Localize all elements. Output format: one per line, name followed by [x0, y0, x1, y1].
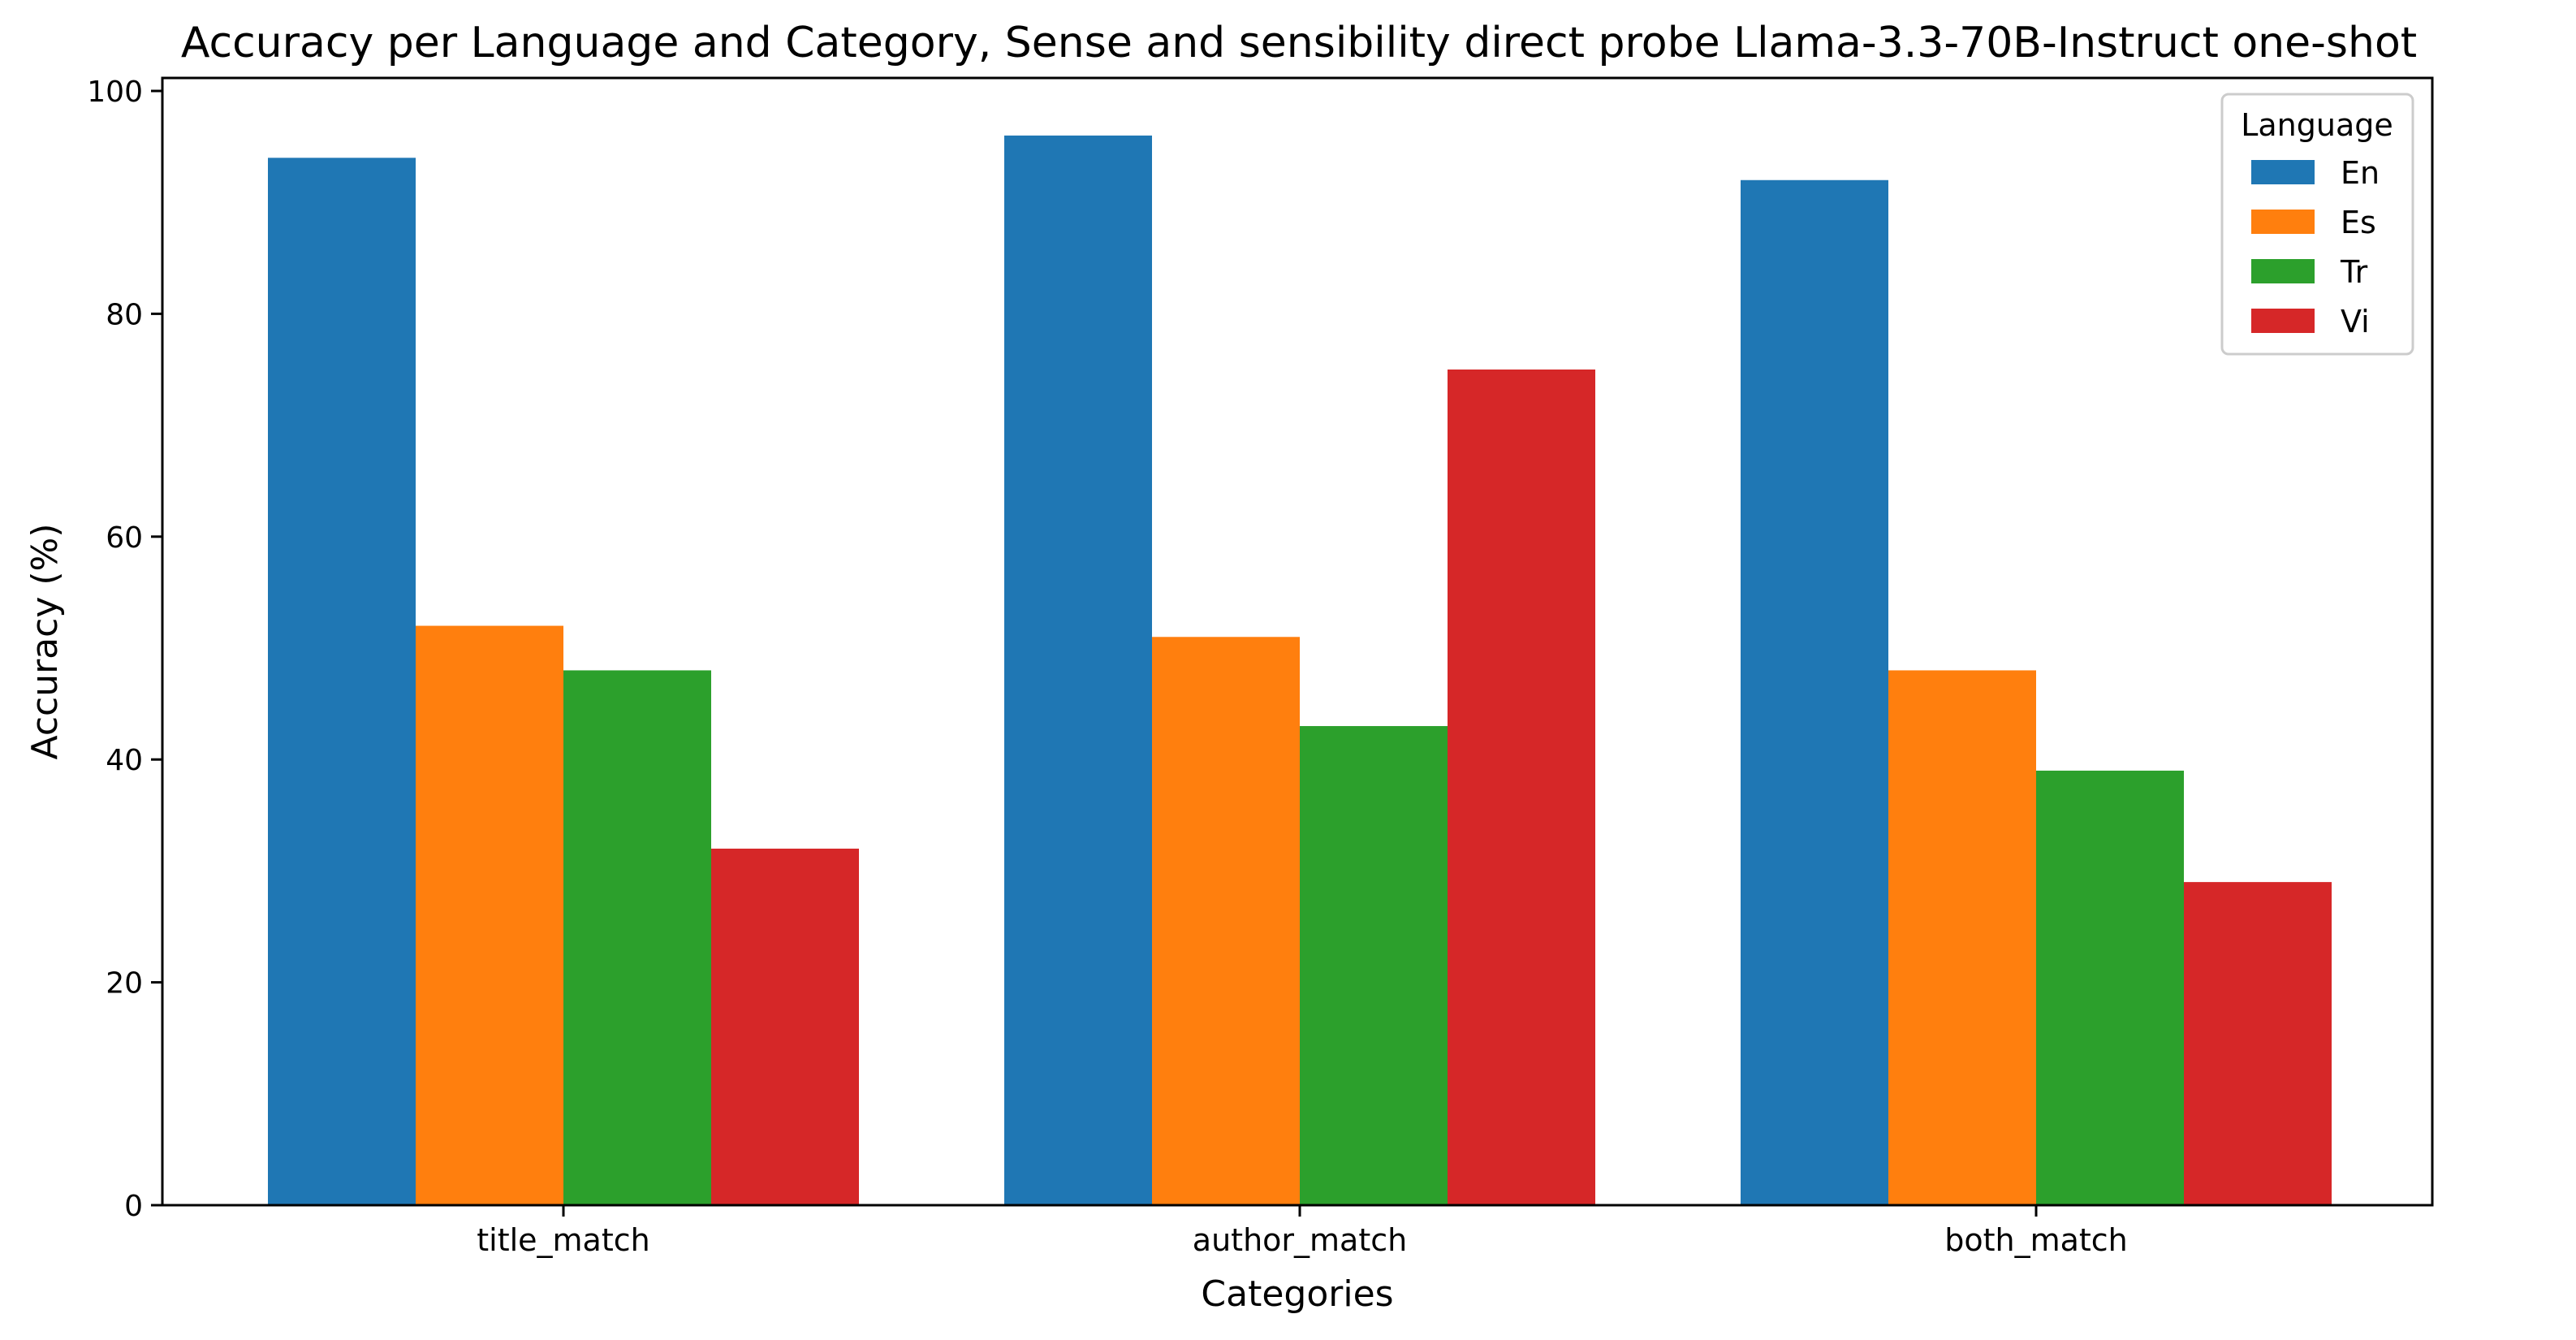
legend-swatch-en: [2251, 160, 2315, 184]
x-tick-label-both_match: both_match: [1944, 1222, 2128, 1258]
y-tick-label: 0: [124, 1190, 143, 1223]
bar-tr-author_match: [1300, 726, 1448, 1205]
y-tick-label: 80: [106, 298, 143, 331]
legend-items: En Es Tr Vi: [2251, 155, 2380, 339]
legend-title: Language: [2241, 107, 2393, 143]
plot-frame: [161, 76, 2434, 1207]
legend-swatch-es: [2251, 210, 2315, 234]
x-axis: title_match author_match both_match: [477, 1205, 2128, 1258]
chart-title: Accuracy per Language and Category, Sens…: [181, 19, 2417, 67]
y-axis-label: Accuracy (%): [24, 523, 66, 759]
bar-tr-both_match: [2036, 770, 2184, 1205]
legend: Language En Es Tr Vi: [2220, 93, 2414, 356]
bar-en-author_match: [1004, 135, 1152, 1205]
legend-swatch-tr: [2251, 259, 2315, 283]
y-tick-label: 20: [106, 967, 143, 1001]
x-tick-label-author_match: author_match: [1193, 1222, 1407, 1258]
legend-box: [2220, 93, 2414, 356]
bar-vi-author_match: [1448, 370, 1595, 1205]
legend-label-en: En: [2341, 155, 2380, 191]
bar-es-title_match: [416, 625, 563, 1205]
y-axis: 0 20 40 60 80 100: [87, 76, 162, 1223]
bar-es-both_match: [1888, 670, 2036, 1205]
bar-es-author_match: [1152, 637, 1300, 1205]
bar-en-both_match: [1741, 179, 1888, 1205]
bar-vi-title_match: [711, 848, 859, 1205]
y-tick-label: 60: [106, 521, 143, 555]
bar-en-title_match: [268, 158, 416, 1205]
bars-group: [268, 135, 2332, 1205]
legend-label-tr: Tr: [2340, 254, 2368, 290]
y-tick-label: 40: [106, 744, 143, 777]
y-tick-label: 100: [87, 76, 143, 109]
bar-tr-title_match: [563, 670, 711, 1205]
x-axis-label: Categories: [1201, 1273, 1393, 1315]
bar-vi-both_match: [2184, 882, 2332, 1205]
legend-swatch-vi: [2251, 309, 2315, 333]
legend-label-vi: Vi: [2341, 304, 2370, 339]
legend-label-es: Es: [2341, 205, 2376, 240]
x-tick-label-title_match: title_match: [477, 1222, 649, 1258]
